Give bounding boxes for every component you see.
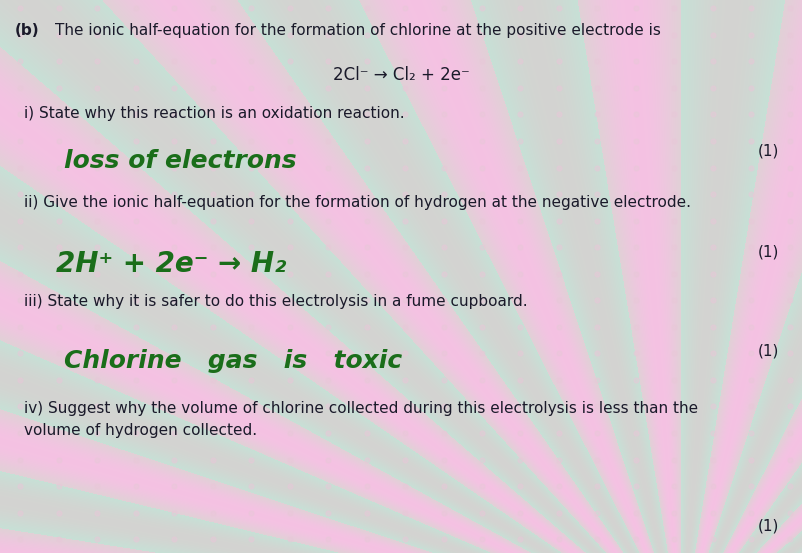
Text: (1): (1)	[758, 244, 780, 259]
Text: (1): (1)	[758, 519, 780, 534]
Text: (1): (1)	[758, 344, 780, 359]
Text: iv) Suggest why the volume of chlorine collected during this electrolysis is les: iv) Suggest why the volume of chlorine c…	[24, 401, 699, 438]
Text: 2Cl⁻ → Cl₂ + 2e⁻: 2Cl⁻ → Cl₂ + 2e⁻	[333, 66, 469, 85]
Text: loss of electrons: loss of electrons	[64, 149, 297, 173]
Text: 2H⁺ + 2e⁻ → H₂: 2H⁺ + 2e⁻ → H₂	[56, 250, 286, 278]
Text: The ionic half-equation for the formation of chlorine at the positive electrode : The ionic half-equation for the formatio…	[55, 23, 660, 38]
Text: Chlorine   gas   is   toxic: Chlorine gas is toxic	[64, 349, 403, 373]
Text: iii) State why it is safer to do this electrolysis in a fume cupboard.: iii) State why it is safer to do this el…	[24, 294, 528, 309]
Text: i) State why this reaction is an oxidation reaction.: i) State why this reaction is an oxidati…	[24, 106, 405, 121]
Text: (1): (1)	[758, 144, 780, 159]
Text: (b): (b)	[14, 23, 39, 38]
Text: ii) Give the ionic half-equation for the formation of hydrogen at the negative e: ii) Give the ionic half-equation for the…	[24, 195, 691, 210]
